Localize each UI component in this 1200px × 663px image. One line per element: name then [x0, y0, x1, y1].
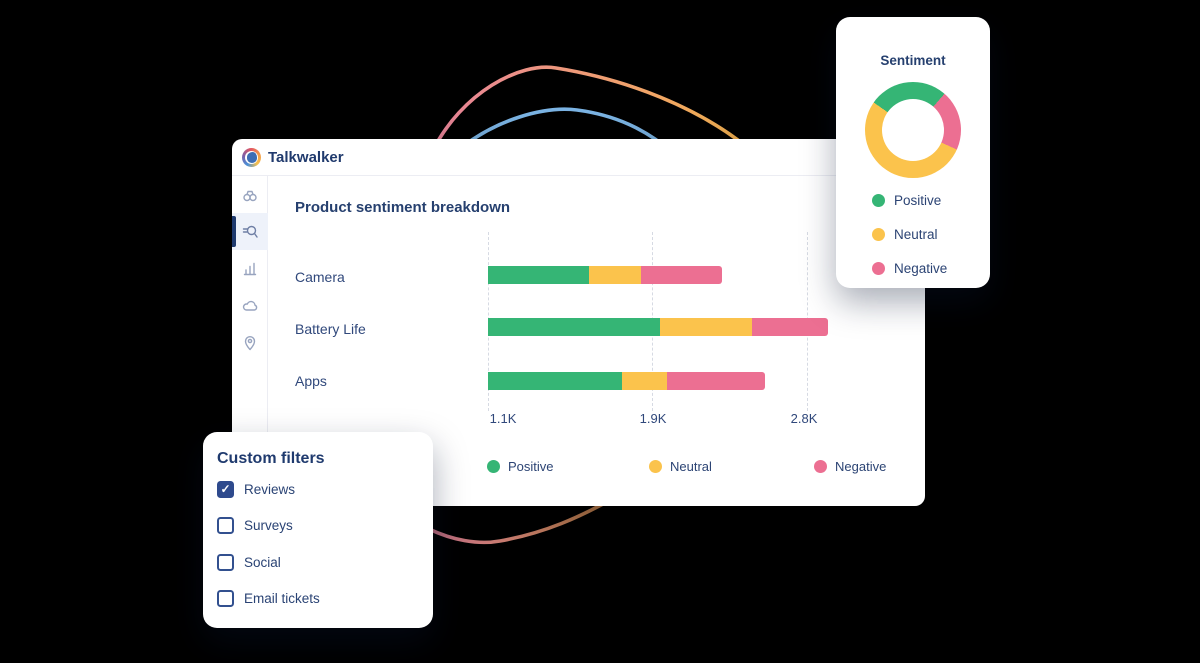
legend-dot-negative — [814, 460, 827, 473]
category-label: Apps — [295, 373, 327, 389]
sentiment-legend-item-positive[interactable]: Positive — [872, 191, 947, 210]
legend-label: Positive — [508, 459, 554, 474]
filters-list: ✓ Reviews Surveys Social Email tickets — [217, 480, 320, 608]
sidebar — [232, 176, 268, 506]
legend-dot-positive — [487, 460, 500, 473]
x-tick-label: 1.1K — [489, 411, 517, 426]
sentiment-legend: Positive Neutral Negative — [872, 191, 947, 278]
sentiment-legend-label: Neutral — [894, 227, 938, 242]
checkbox-checked-icon[interactable]: ✓ — [217, 480, 234, 498]
category-label: Battery Life — [295, 321, 366, 337]
bar-segment-negative — [641, 266, 722, 284]
custom-filters-card: Custom filters ✓ Reviews Surveys Social Emai… — [203, 432, 433, 628]
legend-label: Neutral — [670, 459, 712, 474]
legend-item-positive[interactable]: Positive — [487, 459, 554, 474]
sentiment-title: Sentiment — [880, 53, 946, 68]
quick-search-icon — [242, 225, 258, 238]
legend-dot-neutral — [649, 460, 662, 473]
bar-segment-negative — [667, 372, 765, 390]
category-label: Camera — [295, 269, 345, 285]
filter-option-social[interactable]: Social — [217, 553, 320, 571]
sentiment-donut-chart — [865, 82, 961, 178]
filters-title: Custom filters — [217, 450, 325, 467]
legend-item-neutral[interactable]: Neutral — [649, 459, 712, 474]
bar-plot — [488, 232, 833, 411]
sentiment-card: Sentiment Positive Neutral Negative — [836, 17, 990, 288]
bar-segment-negative — [752, 318, 828, 336]
legend-label: Negative — [835, 459, 887, 474]
sentiment-legend-label: Negative — [894, 261, 948, 276]
bar-segment-positive — [488, 266, 589, 284]
checkbox-unchecked-icon[interactable] — [217, 553, 234, 571]
x-tick-label: 2.8K — [790, 411, 818, 426]
analytics-icon — [243, 262, 257, 275]
app-header: Talkwalker — [232, 139, 925, 176]
sentiment-legend-label: Positive — [894, 193, 942, 208]
stacked-bar-battery-life — [488, 318, 828, 336]
cloud-icon — [242, 300, 258, 311]
stacked-bar-camera — [488, 266, 722, 284]
sentiment-legend-item-negative[interactable]: Negative — [872, 259, 947, 278]
filter-option-label: Reviews — [244, 481, 296, 497]
sidebar-item-quick-search[interactable] — [232, 213, 268, 250]
location-pin-icon — [244, 335, 256, 350]
filter-option-surveys[interactable]: Surveys — [217, 517, 320, 535]
bar-segment-positive — [488, 318, 660, 336]
legend-item-negative[interactable]: Negative — [814, 459, 886, 474]
filter-option-reviews[interactable]: ✓ Reviews — [217, 480, 320, 498]
sidebar-item-binoculars[interactable] — [232, 176, 268, 213]
sentiment-legend-item-neutral[interactable]: Neutral — [872, 225, 947, 244]
sentiment-legend-dot-negative — [872, 262, 885, 275]
bar-segment-neutral — [660, 318, 752, 336]
stacked-bar-apps — [488, 372, 765, 390]
talkwalker-logo-icon[interactable] — [242, 147, 261, 167]
sidebar-item-location-pin[interactable] — [232, 324, 268, 361]
bar-segment-neutral — [589, 266, 641, 284]
filter-option-label: Social — [244, 554, 281, 570]
chart-title: Product sentiment breakdown — [295, 199, 511, 216]
sentiment-legend-dot-positive — [872, 194, 885, 207]
filter-option-email-tickets[interactable]: Email tickets — [217, 590, 320, 608]
brand-name: Talkwalker — [268, 148, 344, 166]
bar-segment-positive — [488, 372, 622, 390]
binoculars-icon — [243, 190, 257, 201]
sidebar-item-cloud[interactable] — [232, 287, 268, 324]
checkbox-unchecked-icon[interactable] — [217, 590, 234, 607]
sidebar-item-analytics[interactable] — [232, 250, 268, 287]
logo-blob — [246, 152, 257, 163]
checkbox-unchecked-icon[interactable] — [217, 517, 234, 534]
bar-segment-neutral — [622, 372, 667, 390]
x-tick-label: 1.9K — [639, 411, 667, 426]
chart-legend: Positive Neutral Negative — [232, 459, 925, 479]
sentiment-legend-dot-neutral — [872, 228, 885, 241]
filter-option-label: Email tickets — [244, 591, 320, 606]
filter-option-label: Surveys — [244, 518, 293, 533]
